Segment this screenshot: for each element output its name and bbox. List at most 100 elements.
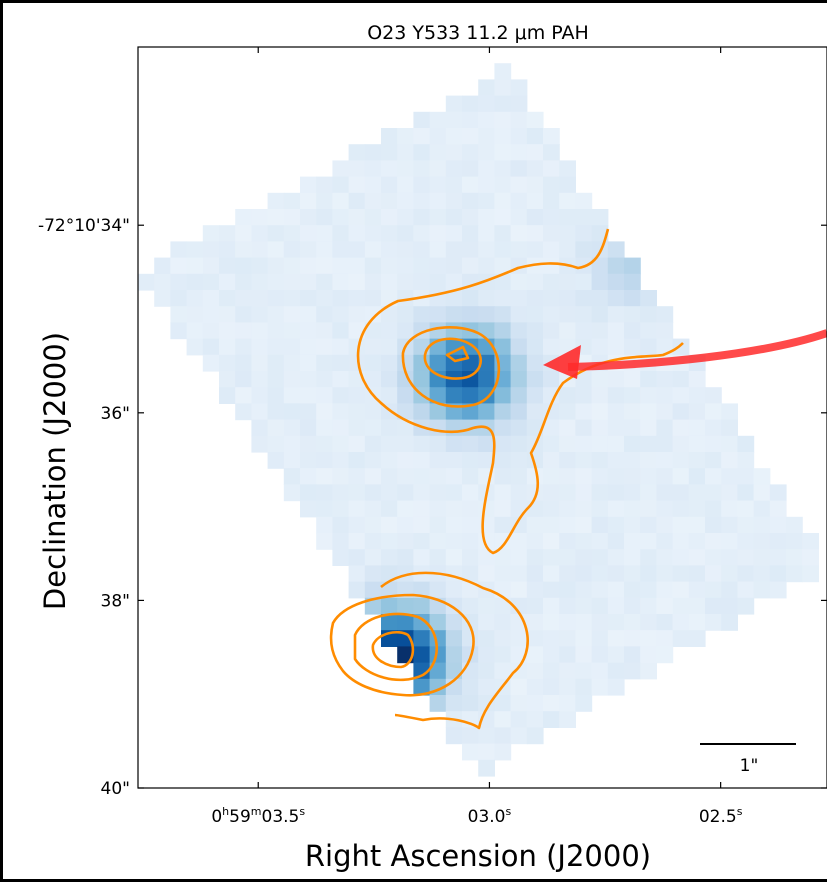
map-pixel: [381, 241, 398, 259]
map-pixel: [462, 387, 479, 404]
map-pixel: [494, 484, 512, 502]
map-pixel: [640, 371, 657, 388]
map-pixel: [478, 500, 495, 518]
map-pixel: [510, 306, 528, 323]
map-pixel: [591, 549, 609, 566]
map-pixel: [348, 516, 366, 534]
map-pixel: [186, 322, 204, 340]
contour-line: [356, 228, 684, 555]
map-pixel: [429, 257, 447, 275]
map-pixel: [478, 614, 495, 631]
map-pixel: [526, 128, 544, 145]
map-pixel: [348, 549, 366, 566]
map-pixel: [494, 290, 512, 307]
map-pixel: [688, 581, 706, 599]
map-pixel: [429, 209, 447, 226]
map-pixel: [429, 452, 447, 469]
map-pixel: [300, 273, 317, 291]
map-pixel: [510, 516, 528, 534]
map-pixel: [575, 662, 593, 680]
map-pixel: [462, 484, 479, 502]
map-pixel: [737, 516, 755, 534]
map-pixel: [381, 387, 398, 404]
map-pixel: [510, 338, 528, 356]
map-pixel: [543, 160, 560, 178]
map-pixel: [381, 468, 398, 485]
map-pixel: [154, 290, 171, 307]
map-pixel: [267, 306, 285, 323]
map-pixel: [397, 614, 414, 631]
map-pixel: [543, 241, 560, 259]
map-pixel: [607, 322, 625, 340]
map-pixel: [462, 225, 479, 242]
map-pixel: [494, 597, 512, 615]
map-pixel: [575, 192, 593, 210]
map-pixel: [656, 306, 674, 323]
map-pixel: [526, 662, 544, 680]
map-pixel: [510, 662, 528, 680]
map-pixel: [607, 241, 625, 259]
map-pixel: [494, 516, 512, 534]
map-pixel: [478, 257, 495, 275]
map-pixel: [494, 79, 512, 97]
map-pixel: [445, 646, 463, 664]
map-pixel: [235, 225, 252, 242]
map-pixel: [705, 468, 722, 485]
map-pixel: [462, 257, 479, 275]
map-pixel: [802, 533, 819, 550]
map-pixel: [251, 257, 269, 275]
map-pixel: [202, 241, 220, 259]
map-pixel: [445, 306, 463, 323]
map-pixel: [462, 500, 479, 518]
map-pixel: [559, 176, 576, 194]
map-pixel: [510, 500, 528, 518]
map-pixel: [526, 484, 544, 502]
map-pixel: [170, 257, 188, 275]
map-pixel: [251, 371, 269, 388]
map-pixel: [445, 468, 463, 485]
map-pixel: [575, 209, 593, 226]
map-pixel: [478, 241, 495, 259]
map-pixel: [413, 452, 431, 469]
map-pixel: [607, 500, 625, 518]
map-pixel: [462, 630, 479, 647]
map-pixel: [559, 225, 576, 242]
map-pixel: [575, 549, 593, 566]
map-pixel: [300, 322, 317, 340]
map-pixel: [332, 533, 350, 550]
map-pixel: [397, 257, 414, 275]
map-pixel: [591, 484, 609, 502]
map-pixel: [688, 452, 706, 469]
map-pixel: [478, 662, 495, 680]
map-pixel: [607, 549, 625, 566]
map-pixel: [656, 614, 674, 631]
map-pixel: [332, 225, 350, 242]
map-pixel: [478, 549, 495, 566]
map-pixel: [332, 176, 350, 194]
map-pixel: [543, 192, 560, 210]
map-pixel: [591, 662, 609, 680]
map-pixel: [445, 387, 463, 404]
map-pixel: [526, 597, 544, 615]
map-pixel: [413, 160, 431, 178]
map-pixel: [494, 387, 512, 404]
map-pixel: [332, 452, 350, 469]
map-pixel: [381, 435, 398, 453]
map-pixel: [478, 565, 495, 583]
map-pixel: [170, 290, 188, 307]
map-pixel: [640, 290, 657, 307]
map-pixel: [769, 533, 787, 550]
map-pixel: [640, 387, 657, 404]
map-pixel: [559, 581, 576, 599]
map-pixel: [624, 468, 641, 485]
map-pixel: [607, 630, 625, 647]
map-pixel: [478, 695, 495, 712]
map-pixel: [526, 695, 544, 712]
map-pixel: [510, 435, 528, 453]
map-pixel: [219, 306, 236, 323]
map-pixel: [445, 192, 463, 210]
map-pixel: [316, 192, 333, 210]
map-pixel: [526, 371, 544, 388]
map-pixel: [640, 533, 657, 550]
map-pixel: [283, 354, 301, 372]
